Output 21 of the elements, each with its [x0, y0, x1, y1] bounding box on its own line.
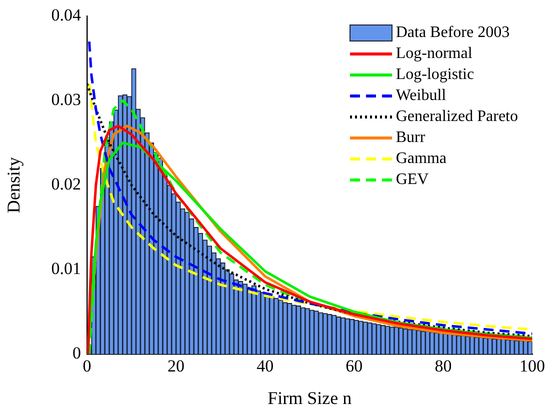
legend-label: Log-logistic	[396, 65, 474, 85]
y-axis-title: Density	[4, 157, 24, 214]
y-tick-label: 0.03	[51, 90, 81, 110]
x-tick-label: 20	[168, 356, 185, 376]
x-tick-label: 80	[434, 356, 452, 376]
y-tick-label: 0.01	[51, 259, 81, 278]
line-series	[88, 40, 532, 335]
legend-label: Data Before 2003	[396, 23, 510, 43]
x-tick-label: 60	[346, 356, 363, 376]
legend-label: Log-normal	[396, 44, 472, 64]
x-tick-label: 40	[256, 356, 274, 376]
legend-label: Burr	[396, 128, 426, 148]
y-tick-label: 0.02	[51, 174, 81, 194]
x-tick-label: 100	[520, 356, 545, 376]
x-axis-title: Firm Size n	[268, 388, 352, 408]
y-tick-label: 0.04	[51, 6, 82, 25]
y-tick-label: 0	[72, 343, 81, 362]
legend-label: Weibull	[396, 86, 446, 106]
legend-label: GEV	[396, 170, 429, 190]
legend-label: Generalized Pareto	[396, 107, 518, 127]
legend-label: Gamma	[396, 149, 446, 169]
